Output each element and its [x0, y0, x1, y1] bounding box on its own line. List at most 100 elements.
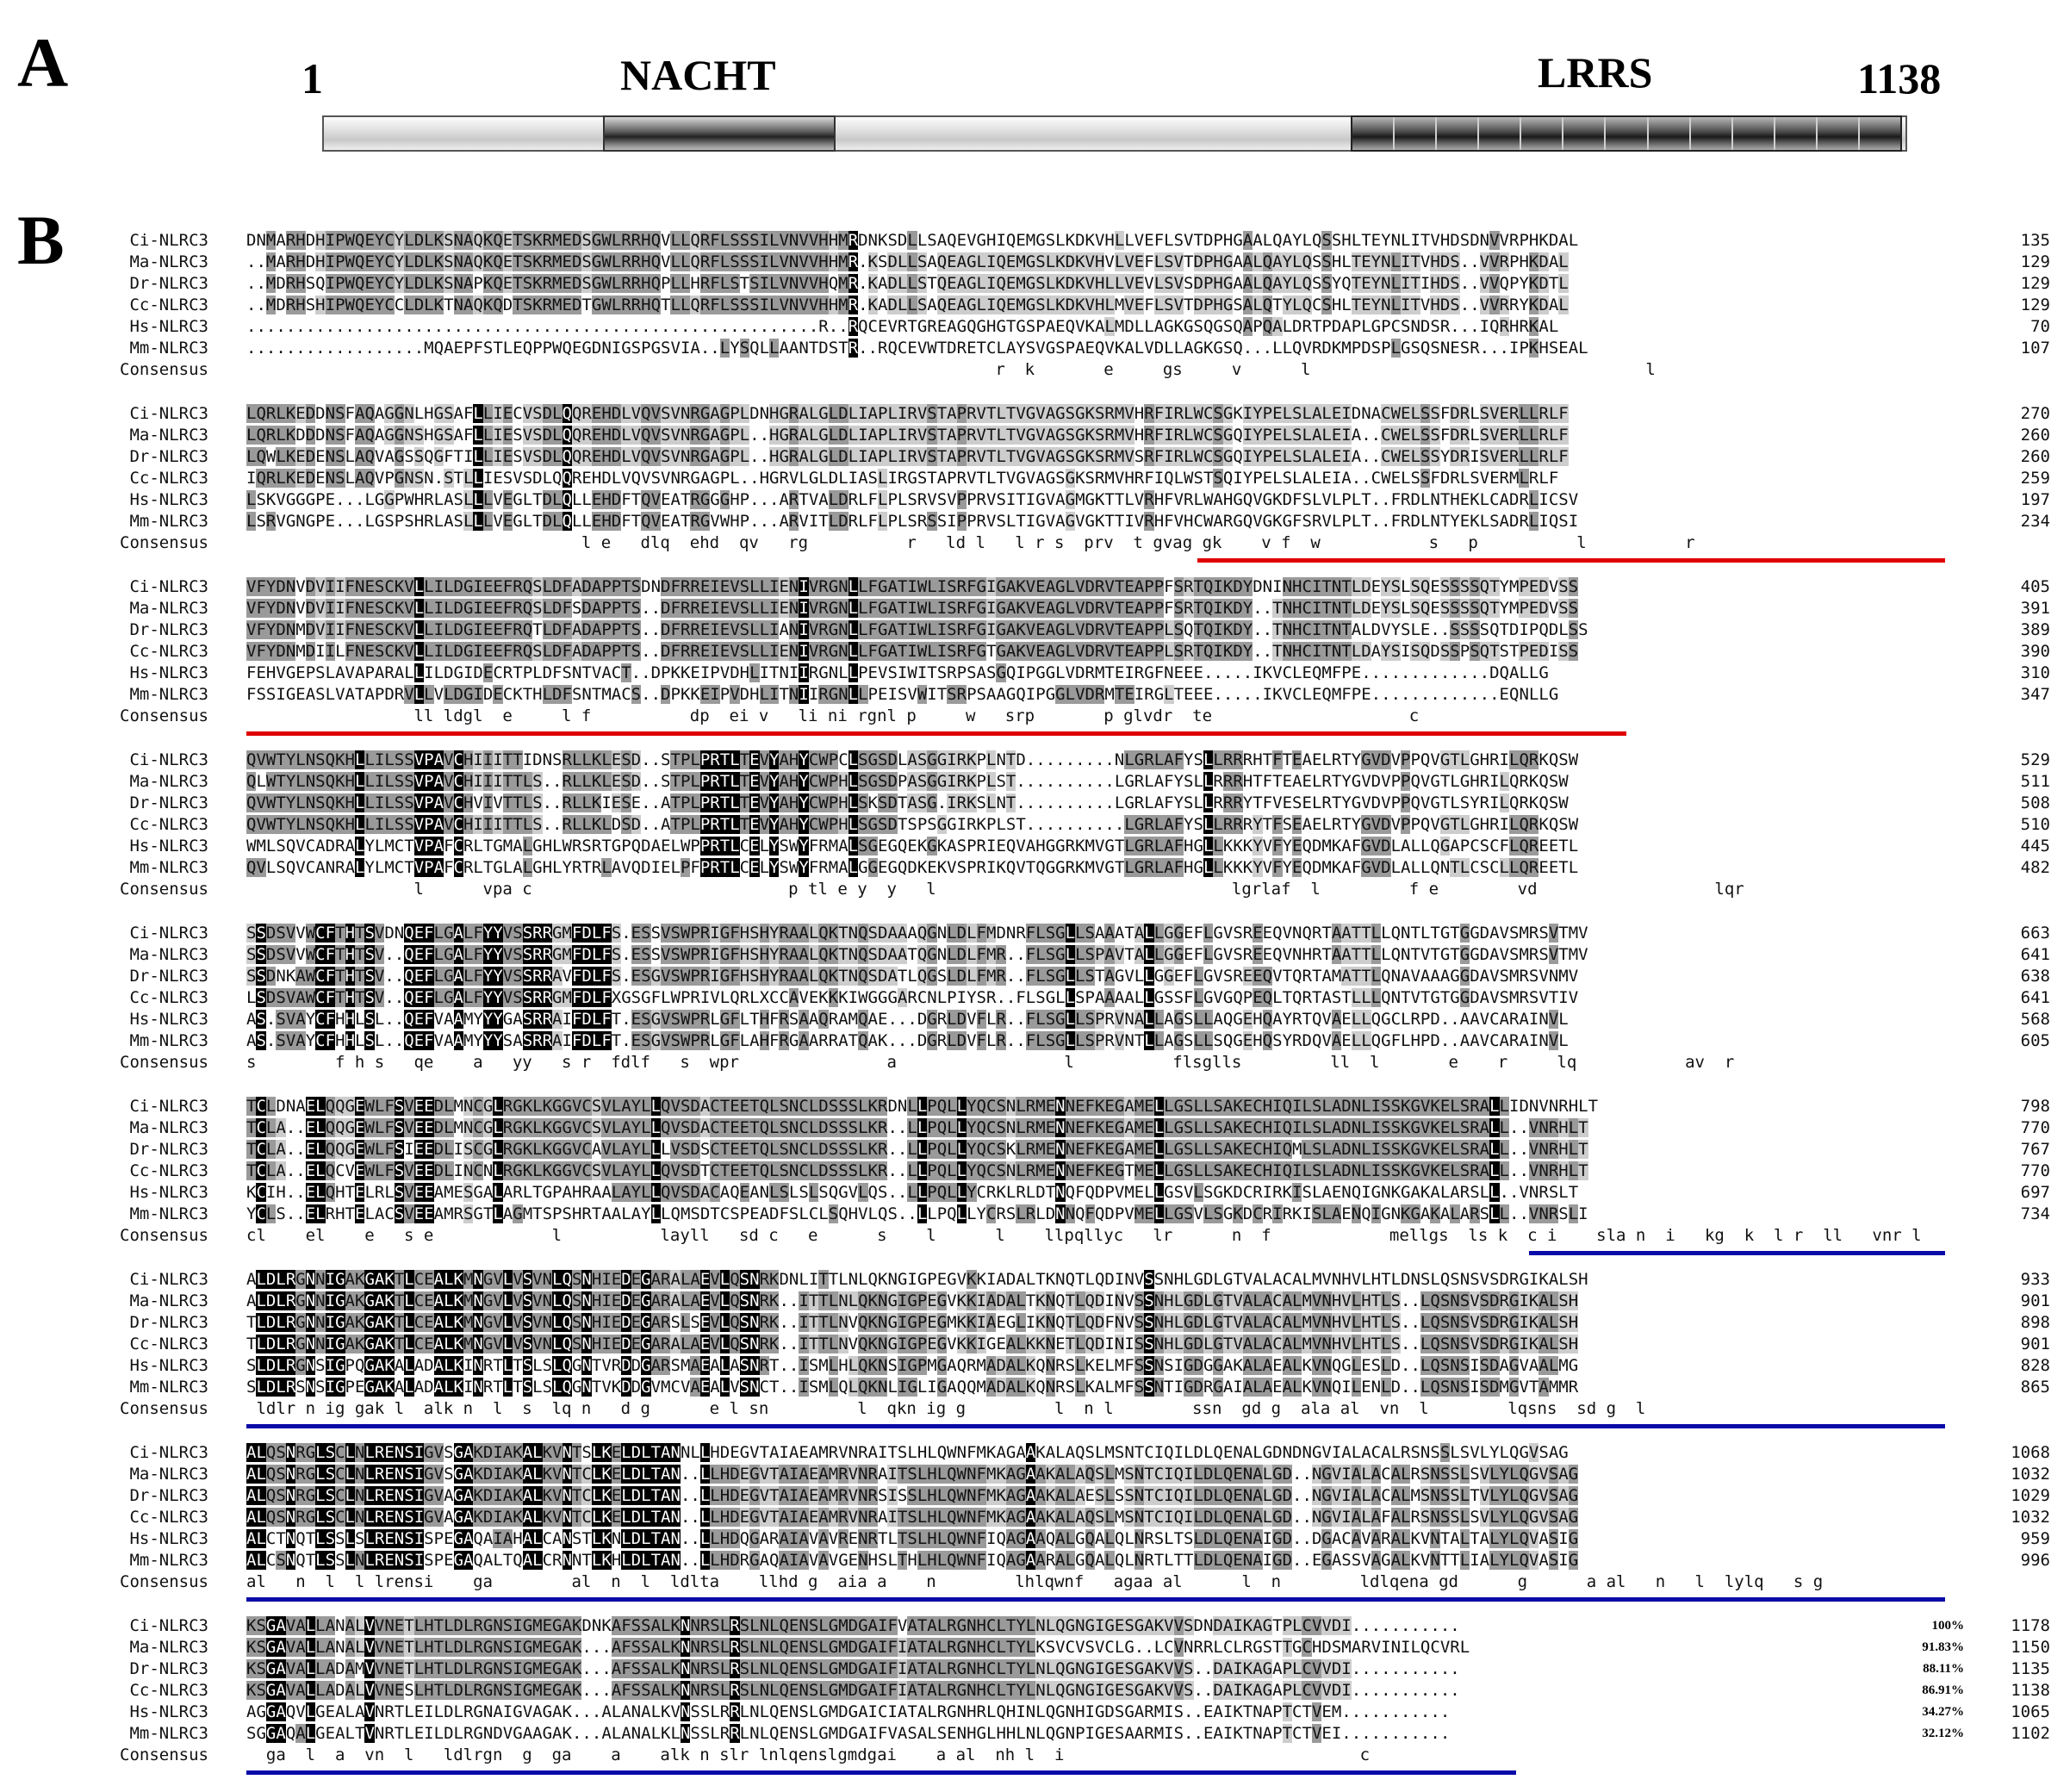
sequence-name: Ci-NLRC3: [129, 924, 208, 943]
sequence-name: Ma-NLRC3: [129, 1638, 208, 1657]
lrr-region-underline: [1529, 1251, 1945, 1255]
sequence-end-position: 568: [2020, 1010, 2050, 1029]
sequence-end-position: 865: [2020, 1378, 2050, 1397]
consensus-sequence: l vpa c p tl e y y l lgrlaf l f e vd lqr: [246, 880, 1744, 899]
sequence-residues: DNMARHDHIPWQEYCYLDLKSNAQKQETSKRMEDSGWLRR…: [246, 231, 1579, 250]
sequence-end-position: 270: [2020, 404, 2050, 423]
sequence-residues: VFYDNMDIILFNESCKVLLILDGIEEFRQSLDFADAPPTS…: [246, 642, 1579, 661]
consensus-label: Consensus: [120, 1053, 208, 1072]
sequence-end-position: 508: [2020, 793, 2050, 812]
sequence-end-position: 641: [2020, 945, 2050, 964]
sequence-name: Ci-NLRC3: [129, 231, 208, 250]
sequence-end-position: 770: [2020, 1118, 2050, 1137]
sequence-name: Cc-NLRC3: [129, 1681, 208, 1700]
lrr-repeat-segment: [1733, 117, 1775, 150]
sequence-end-position: 767: [2020, 1140, 2050, 1159]
sequence-residues: SLDLRSNSIGPEGAKALADALKINRTLTSLSLQGNTVKDD…: [246, 1378, 1579, 1397]
sequence-residues: SGGAQALGEALTVNRTLEILDLRGNDVGAAGAK...ALAN…: [246, 1724, 1451, 1743]
sequence-name: Hs-NLRC3: [129, 1356, 208, 1375]
sequence-name: Ci-NLRC3: [129, 1443, 208, 1462]
lrr-repeat-segment: [1775, 117, 1818, 150]
sequence-name: Ma-NLRC3: [129, 599, 208, 618]
consensus-sequence: ll ldgl e l f dp ei v li ni rgnl p w srp…: [246, 706, 1420, 725]
sequence-end-position: 697: [2020, 1183, 2050, 1202]
nacht-domain-label: NACHT: [620, 51, 776, 99]
sequence-name: Ma-NLRC3: [129, 1465, 208, 1484]
sequence-end-position: 798: [2020, 1097, 2050, 1116]
sequence-end-position: 135: [2020, 231, 2050, 250]
sequence-residues: SSDSVVWCFTHTSV..QEFLGALFYYVSSRRGMFDLFS.E…: [246, 945, 1588, 964]
start-position-label: 1: [301, 54, 323, 103]
sequence-residues: ..MDRHSQIPWQEYCYLDLKSNAPKQETSKRMEDSGWLRR…: [246, 274, 1569, 293]
sequence-residues: VFYDNMDVIIFNESCKVLLILDGIEEFRQTLDFADAPPTS…: [246, 620, 1588, 639]
sequence-name: Dr-NLRC3: [129, 967, 208, 986]
sequence-residues: TCLA..ELQCVEWLFSVEEDLINCNLRGKLKGGVCSVLAY…: [246, 1161, 1588, 1180]
sequence-end-position: 129: [2020, 252, 2050, 271]
sequence-end-position: 1029: [2011, 1486, 2050, 1505]
sequence-end-position: 1032: [2011, 1508, 2050, 1527]
consensus-label: Consensus: [120, 706, 208, 725]
sequence-name: Ma-NLRC3: [129, 1291, 208, 1310]
sequence-end-position: 770: [2020, 1161, 2050, 1180]
lrr-region-underline: [246, 1424, 1945, 1428]
sequence-name: Hs-NLRC3: [129, 663, 208, 682]
sequence-end-position: 901: [2020, 1335, 2050, 1353]
sequence-name: Cc-NLRC3: [129, 296, 208, 314]
identity-percentage: 91.83%: [1922, 1640, 1964, 1654]
sequence-name: Ci-NLRC3: [129, 1097, 208, 1116]
sequence-name: Cc-NLRC3: [129, 469, 208, 488]
sequence-residues: LSRVGNGPE...LGSPSHRLASLLLVEGLTDLQLLEHDFT…: [246, 512, 1579, 531]
sequence-name: Dr-NLRC3: [129, 447, 208, 466]
sequence-name: Cc-NLRC3: [129, 642, 208, 661]
sequence-end-position: 260: [2020, 447, 2050, 466]
sequence-end-position: 901: [2020, 1291, 2050, 1310]
sequence-name: Mm-NLRC3: [129, 512, 208, 531]
identity-percentage: 32.12%: [1922, 1727, 1964, 1740]
sequence-end-position: 933: [2020, 1270, 2050, 1289]
sequence-name: Ma-NLRC3: [129, 1118, 208, 1137]
sequence-name: Cc-NLRC3: [129, 1335, 208, 1353]
sequence-residues: KSGAVALLANALVVNETLHTLDLRGNSIGMEGAKDNKAFS…: [246, 1616, 1460, 1635]
consensus-sequence: cl el e s e l layll sd c e s l l llpqlly…: [246, 1226, 1922, 1245]
lrrs-domain-box: [1351, 115, 1902, 152]
lrr-repeat-segment: [1606, 117, 1649, 150]
sequence-end-position: 1065: [2011, 1702, 2050, 1721]
nacht-domain-box: [603, 115, 836, 152]
lrr-repeat-segment: [1479, 117, 1522, 150]
sequence-residues: TLDLRGNNIGAKGAKTLCEALKMNGVLVSVNLQSNHIEDE…: [246, 1313, 1579, 1332]
sequence-residues: VFYDNVDVIIFNESCKVLLILDGIEEFRQSLDFADAPPTS…: [246, 577, 1579, 596]
sequence-residues: FEHVGEPSLAVAPARALLILDGIDECRTPLDFSNTVACT.…: [246, 663, 1549, 682]
sequence-end-position: 1178: [2011, 1616, 2050, 1635]
sequence-residues: ALQSNRGLSCLNLRENSIGVAGAKDIAKALKVNTCLKELD…: [246, 1508, 1579, 1527]
sequence-end-position: 107: [2020, 339, 2050, 358]
lrr-repeat-segment: [1563, 117, 1607, 150]
sequence-end-position: 1102: [2011, 1724, 2050, 1743]
sequence-name: Cc-NLRC3: [129, 815, 208, 834]
consensus-sequence: ldlr n ig gak l alk n l s lq n d g e l s…: [246, 1399, 1646, 1418]
sequence-end-position: 391: [2020, 599, 2050, 618]
lrr-region-underline: [246, 1597, 1945, 1602]
sequence-end-position: 510: [2020, 815, 2050, 834]
lrr-repeat-segment: [1437, 117, 1480, 150]
sequence-name: Cc-NLRC3: [129, 1161, 208, 1180]
sequence-end-position: 511: [2020, 772, 2050, 791]
sequence-end-position: 1138: [2011, 1681, 2050, 1700]
sequence-name: Hs-NLRC3: [129, 1010, 208, 1029]
sequence-end-position: 959: [2020, 1529, 2050, 1548]
panel-b-letter: B: [17, 201, 65, 279]
sequence-end-position: 405: [2020, 577, 2050, 596]
sequence-end-position: 1135: [2011, 1659, 2050, 1678]
sequence-name: Hs-NLRC3: [129, 837, 208, 856]
lrrs-domain-label: LRRS: [1538, 48, 1653, 96]
sequence-residues: AS.SVAYCFHHLSL..QEFVAAMYYYGASRRAIFDLFT.E…: [246, 1010, 1569, 1029]
identity-percentage: 100%: [1931, 1619, 1965, 1633]
sequence-end-position: 390: [2020, 642, 2050, 661]
sequence-end-position: 898: [2020, 1313, 2050, 1332]
sequence-residues: IQRLKEDENSLAQVPGNSN.STLLIESVSDLQQREHDLVQ…: [246, 469, 1559, 488]
sequence-end-position: 70: [2030, 317, 2050, 336]
sequence-name: Mm-NLRC3: [129, 1378, 208, 1397]
sequence-residues: ALCSNQTLSSLNLRENSISPEGAQALTQALCRNNTLKHLD…: [246, 1551, 1579, 1570]
sequence-residues: KSGAVALLADALVVNESLHTLDLRGNSIGMEGAK...AFS…: [246, 1681, 1460, 1700]
sequence-name: Dr-NLRC3: [129, 1140, 208, 1159]
sequence-end-position: 641: [2020, 988, 2050, 1007]
